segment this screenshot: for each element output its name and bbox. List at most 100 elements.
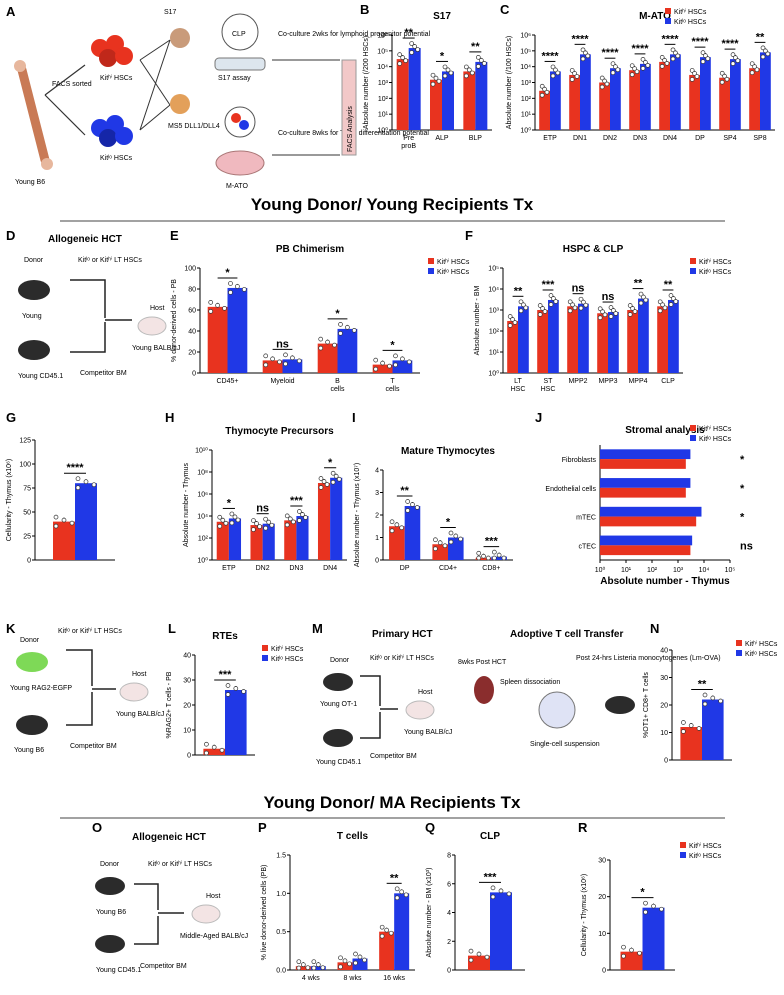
data-point: [269, 522, 275, 528]
y-tick-label: 10⁴: [520, 64, 531, 71]
y-axis-label: Absolute number - Thymus (x10⁷): [354, 463, 361, 567]
data-point: [380, 360, 385, 366]
data-point: [389, 519, 395, 525]
mato-label: M-ATO: [226, 183, 248, 190]
data-point: [719, 79, 725, 85]
panel-a-schematic: Young B6 FACS sorted Kitʰⁱ HSCs Kitˡᵒ HS…: [14, 9, 431, 190]
data-point: [406, 359, 412, 365]
data-point: [539, 83, 545, 89]
donor-label: Donor: [24, 257, 44, 264]
bar-lo: [548, 299, 559, 373]
bar-hi: [53, 521, 75, 560]
data-point: [83, 479, 89, 485]
y-axis-label: % live donor-derived cells (PB): [261, 865, 268, 961]
significance-label: ***: [485, 536, 499, 548]
significance-label: ***: [484, 871, 498, 883]
bone-end-icon: [41, 158, 53, 170]
panel-o-title: Allogeneic HCT: [132, 832, 206, 843]
significance-label: *: [335, 308, 340, 320]
bar-lo: [262, 523, 275, 560]
data-point: [290, 355, 295, 361]
y-tick-label: 10¹⁰: [195, 447, 208, 455]
data-point: [638, 291, 644, 297]
data-point: [570, 302, 575, 308]
data-point: [225, 683, 231, 688]
data-point: [53, 514, 59, 520]
data-point: [657, 299, 663, 305]
bar-lo: [700, 57, 711, 130]
data-point: [458, 536, 463, 542]
data-point: [583, 302, 589, 308]
post-infection-label: Post 24-hrs Listeria monocytogenes (Lm-O…: [576, 655, 721, 662]
data-point: [763, 48, 768, 54]
data-point: [373, 366, 379, 372]
chart-title: M-ATO: [639, 11, 671, 22]
host-label: Host: [418, 689, 432, 696]
data-point: [437, 540, 443, 546]
chart-p: T cells 0.0 0.5 1.0 1.5 % live donor-derived …: [261, 831, 415, 982]
y-tick-label: 125: [19, 438, 31, 445]
data-point: [643, 297, 649, 303]
data-point: [232, 514, 238, 520]
legend-label-hi: Kitʰⁱ HSCs: [699, 425, 732, 433]
data-point: [689, 68, 695, 73]
data-point: [414, 505, 420, 510]
panel-label-l: L: [168, 621, 176, 636]
data-point: [266, 519, 272, 525]
data-point: [608, 314, 614, 319]
significance-label: *: [390, 339, 395, 351]
mouse-icon: [18, 340, 50, 360]
data-point: [69, 520, 75, 526]
chart-i: Mature Thymocytes 0 1 2 3 4 Absolute number - …: [354, 446, 513, 572]
significance-label: *: [328, 457, 333, 469]
data-point: [318, 345, 324, 351]
data-point: [659, 906, 664, 912]
data-point: [410, 502, 415, 507]
gfp-mouse-icon: [16, 652, 48, 672]
chart-c: M-ATO 10⁰ 10¹ 10² 10³ 10⁴ 10⁵ 10⁶ Absolute numbe…: [506, 8, 775, 142]
competitor-label: Competitor BM: [80, 370, 127, 377]
y-tick-label: 10⁴: [377, 64, 388, 71]
chart-q: CLP 0 2 4 6 8 Absolute number - BM (x10³) ***: [426, 831, 525, 975]
bar-lo: [518, 306, 529, 373]
data-point: [318, 476, 324, 481]
x-tick-label: 10⁵: [725, 567, 736, 574]
data-point: [338, 964, 343, 970]
data-point: [394, 522, 400, 528]
bar-lo: [330, 477, 343, 560]
young-rag-label: Young RAG2-EGFP: [10, 685, 72, 692]
data-point: [645, 63, 651, 68]
data-point: [670, 56, 676, 62]
data-point: [351, 328, 357, 333]
y-tick-label: 10²: [489, 329, 500, 336]
category-label: DN4: [663, 135, 677, 142]
data-point: [632, 66, 637, 72]
legend-swatch-lo: [690, 435, 696, 441]
significance-label: *: [740, 512, 745, 524]
category-label: DN4: [323, 565, 337, 572]
bar-hi: [468, 955, 490, 970]
young-label: Young: [22, 313, 42, 320]
y-tick-label: 100: [19, 462, 31, 469]
data-point: [749, 61, 755, 67]
data-point: [632, 309, 638, 314]
y-tick-label: 10⁵: [520, 48, 531, 55]
panel-label-j: J: [535, 410, 542, 425]
data-point: [629, 72, 635, 78]
recipient-label: Young BALB/cJ: [404, 729, 452, 736]
bar-hi: [749, 68, 760, 130]
data-point: [550, 73, 556, 79]
well-plate-icon: [214, 57, 266, 71]
significance-label: **: [471, 41, 480, 53]
competitor-label: Competitor BM: [140, 963, 187, 970]
data-point: [297, 509, 302, 514]
data-point: [388, 930, 394, 936]
bar-hi: [600, 459, 686, 469]
data-point: [208, 300, 214, 305]
y-tick-label: 10⁵: [377, 48, 388, 55]
data-point: [662, 58, 667, 63]
data-point: [602, 78, 607, 84]
y-tick-label: 0: [375, 558, 379, 565]
data-point: [466, 67, 472, 73]
category-label: DP: [400, 565, 410, 572]
